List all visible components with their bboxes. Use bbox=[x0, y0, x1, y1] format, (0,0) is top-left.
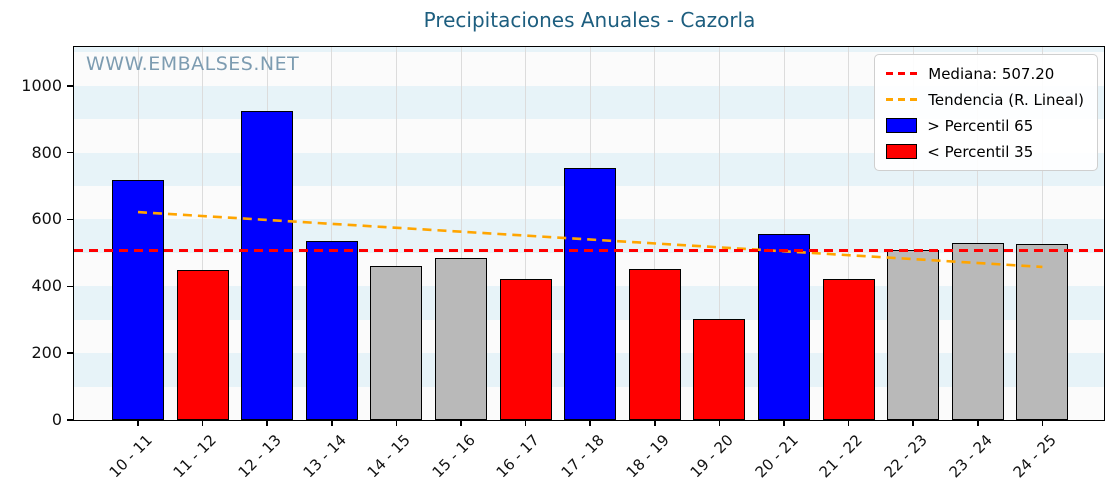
y-tick-label-1000: 1000 bbox=[21, 75, 62, 95]
legend-label-below-p35: < Percentil 35 bbox=[927, 142, 1034, 161]
vertical-gridline bbox=[460, 47, 462, 420]
x-tick-mark bbox=[201, 421, 204, 426]
legend-item-below-p35: < Percentil 35 bbox=[886, 142, 1084, 161]
x-tick-mark bbox=[912, 421, 914, 426]
legend-item-median: Mediana: 507.20 bbox=[886, 64, 1084, 83]
x-tick-label-19-20: 19 - 20 bbox=[686, 431, 738, 482]
vertical-gridline bbox=[1041, 47, 1043, 420]
vertical-gridline bbox=[395, 47, 397, 420]
bar-22-23 bbox=[887, 250, 940, 420]
x-tick-label-24-25: 24 - 25 bbox=[1009, 431, 1061, 482]
vertical-gridline bbox=[718, 47, 720, 420]
y-tick-mark bbox=[67, 285, 73, 288]
x-tick-label-20-21: 20 - 21 bbox=[751, 431, 802, 482]
x-tick-mark bbox=[395, 421, 398, 426]
x-tick-label-12-13: 12 - 13 bbox=[234, 431, 285, 482]
chart-title: Precipitaciones Anuales - Cazorla bbox=[423, 8, 756, 32]
bar-18-19 bbox=[628, 268, 681, 420]
x-tick-mark bbox=[977, 421, 979, 426]
median-dash-swatch bbox=[886, 72, 919, 75]
legend-label-trend: Tendencia (R. Lineal) bbox=[928, 90, 1084, 109]
x-tick-label-17-18: 17 - 18 bbox=[557, 431, 608, 482]
bar-19-20 bbox=[693, 318, 746, 420]
vertical-gridline bbox=[654, 47, 656, 420]
vertical-gridline bbox=[525, 47, 527, 420]
y-tick-label-0: 0 bbox=[51, 410, 62, 429]
blue-bar-swatch bbox=[886, 118, 918, 133]
bar-24-25 bbox=[1016, 243, 1069, 420]
y-tick-label-400: 400 bbox=[31, 276, 62, 296]
x-tick-label-14-15: 14 - 15 bbox=[363, 431, 415, 482]
y-tick-label-200: 200 bbox=[31, 343, 62, 363]
x-tick-label-18-19: 18 - 19 bbox=[622, 431, 673, 482]
y-tick-label-800: 800 bbox=[31, 142, 62, 162]
legend-item-trend: Tendencia (R. Lineal) bbox=[886, 90, 1084, 109]
legend-label-median: Mediana: 507.20 bbox=[928, 64, 1055, 83]
y-tick-mark bbox=[67, 419, 73, 421]
legend-label-above-p65: > Percentil 65 bbox=[927, 116, 1034, 135]
background-band bbox=[74, 47, 1104, 53]
vertical-gridline bbox=[848, 47, 850, 420]
x-tick-label-22-23: 22 - 23 bbox=[880, 431, 931, 482]
x-tick-label-16-17: 16 - 17 bbox=[493, 431, 544, 482]
vertical-gridline bbox=[331, 47, 333, 420]
trend-dash-swatch bbox=[886, 98, 919, 101]
vertical-gridline bbox=[202, 47, 204, 420]
x-tick-label-10-11: 10 - 11 bbox=[105, 431, 156, 482]
bar-23-24 bbox=[951, 242, 1004, 420]
bar-14-15 bbox=[370, 265, 423, 420]
watermark-text: WWW.EMBALSES.NET bbox=[86, 53, 300, 75]
x-tick-mark bbox=[524, 421, 527, 426]
red-bar-swatch bbox=[886, 144, 918, 159]
x-tick-mark bbox=[266, 421, 268, 426]
y-tick-mark bbox=[67, 151, 73, 154]
x-tick-mark bbox=[783, 421, 785, 426]
y-tick-mark bbox=[67, 352, 73, 354]
x-tick-mark bbox=[654, 421, 656, 426]
bar-13-14 bbox=[305, 240, 358, 420]
x-tick-label-21-22: 21 - 22 bbox=[816, 431, 867, 482]
vertical-gridline bbox=[912, 47, 914, 420]
legend: Mediana: 507.20 Tendencia (R. Lineal) > … bbox=[874, 54, 1098, 171]
bar-15-16 bbox=[435, 257, 487, 420]
x-tick-label-15-16: 15 - 16 bbox=[428, 431, 479, 482]
bar-17-18 bbox=[564, 168, 617, 420]
bar-21-22 bbox=[822, 278, 875, 420]
x-tick-mark bbox=[847, 421, 850, 426]
vertical-gridline bbox=[977, 47, 979, 420]
x-tick-mark bbox=[589, 421, 591, 426]
trend-line bbox=[137, 210, 1043, 269]
bar-11-12 bbox=[176, 270, 229, 420]
bar-16-17 bbox=[499, 278, 552, 420]
x-tick-label-11-12: 11 - 12 bbox=[170, 431, 221, 482]
bar-12-13 bbox=[241, 110, 294, 420]
x-tick-mark bbox=[137, 421, 139, 426]
bar-20-21 bbox=[758, 233, 810, 420]
x-tick-label-13-14: 13 - 14 bbox=[299, 431, 350, 482]
x-tick-mark bbox=[1041, 421, 1044, 426]
x-tick-mark bbox=[460, 421, 462, 426]
bar-10-11 bbox=[112, 180, 164, 420]
y-tick-mark bbox=[67, 218, 73, 221]
y-tick-mark bbox=[67, 84, 73, 87]
y-tick-label-600: 600 bbox=[31, 209, 62, 229]
x-tick-mark bbox=[718, 421, 721, 426]
x-tick-mark bbox=[331, 421, 333, 426]
median-line bbox=[74, 248, 1104, 252]
legend-item-above-p65: > Percentil 65 bbox=[886, 116, 1084, 135]
x-tick-label-23-24: 23 - 24 bbox=[945, 431, 996, 482]
